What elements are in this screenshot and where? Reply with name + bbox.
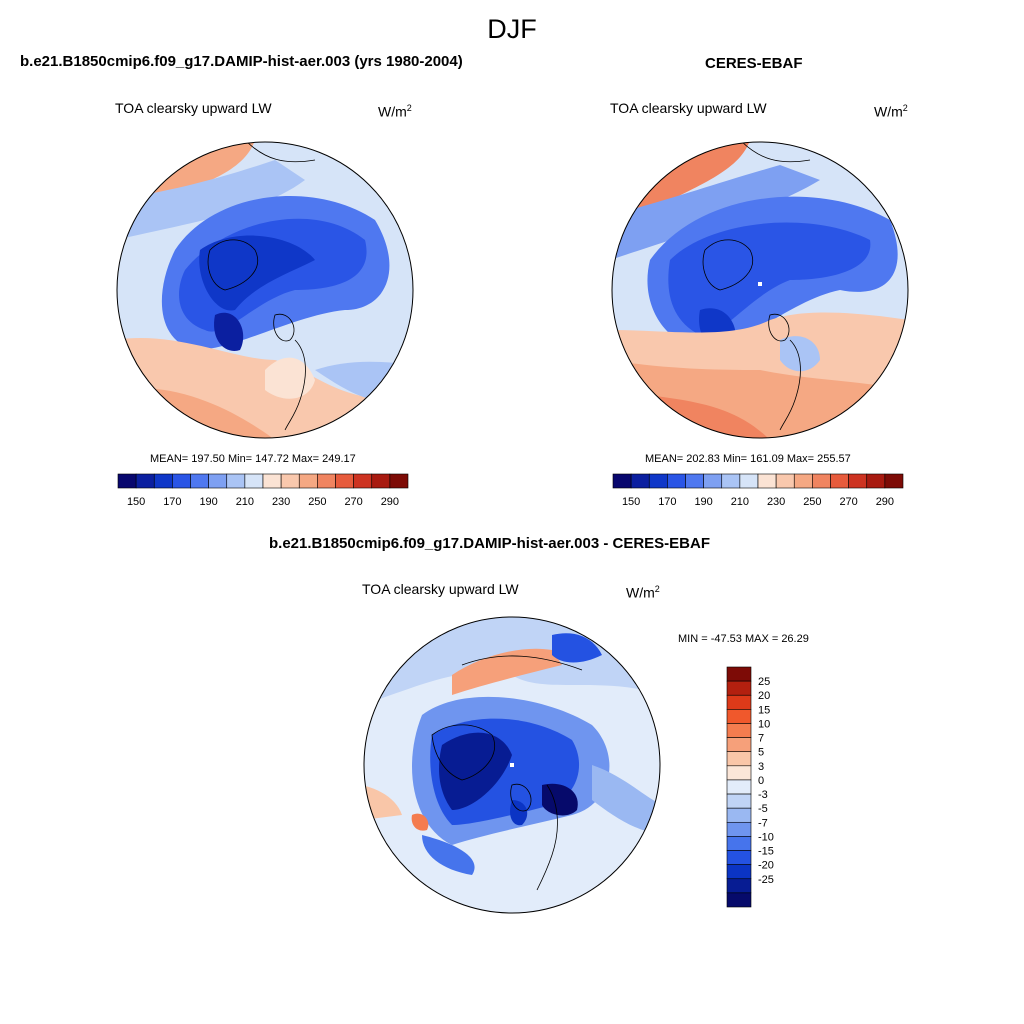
obs-panel-title: CERES-EBAF xyxy=(705,55,803,72)
diff-colorbar-tick-label: -5 xyxy=(758,803,768,815)
diff-colorbar-tick-label: -20 xyxy=(758,860,774,872)
obs-colorbar-swatch xyxy=(812,473,831,489)
model-polar-map xyxy=(116,141,414,439)
diff-colorbar-tick-label: 7 xyxy=(758,733,764,745)
obs-colorbar-tick-label: 170 xyxy=(658,496,676,508)
diff-colorbar-swatch xyxy=(726,850,752,865)
diff-colorbar-swatch xyxy=(726,892,752,908)
diff-colorbar-tick-label: 15 xyxy=(758,704,770,716)
diff-units-label: W/m2 xyxy=(626,584,660,601)
model-colorbar-tick-label: 190 xyxy=(199,496,217,508)
model-colorbar-tick-label: 250 xyxy=(308,496,326,508)
model-colorbar-swatch xyxy=(353,473,373,489)
diff-colorbar-swatch xyxy=(726,807,752,823)
obs-stats: MEAN= 202.83 Min= 161.09 Max= 255.57 xyxy=(645,453,851,465)
obs-colorbar-swatch xyxy=(612,473,632,489)
model-colorbar-swatch xyxy=(371,473,391,489)
obs-polar-map xyxy=(611,141,909,439)
model-colorbar-swatch xyxy=(244,473,264,489)
model-colorbar-swatch xyxy=(317,473,336,489)
obs-colorbar-swatch xyxy=(739,473,759,489)
model-colorbar-tick-label: 230 xyxy=(272,496,290,508)
diff-stats: MIN = -47.53 MAX = 26.29 xyxy=(678,633,809,645)
model-units-label: W/m2 xyxy=(378,103,412,120)
obs-colorbar-swatch xyxy=(648,473,668,489)
model-colorbar-swatch xyxy=(389,473,409,489)
diff-colorbar-swatch xyxy=(726,680,752,696)
diff-colorbar: 25 20 15 10 7 5 3 0 -3 -5 -7 -10 -15 -20 -25 xyxy=(726,666,774,908)
model-colorbar-tick-label: 150 xyxy=(127,496,145,508)
diff-colorbar-swatch xyxy=(726,723,752,738)
diff-colorbar-tick-label: -10 xyxy=(758,831,774,843)
diff-colorbar-swatch xyxy=(726,709,752,724)
diff-colorbar-swatch xyxy=(726,765,752,781)
diff-colorbar-swatch xyxy=(726,864,752,880)
obs-colorbar-swatch xyxy=(667,473,686,489)
obs-colorbar-swatch xyxy=(866,473,886,489)
obs-colorbar-swatch xyxy=(830,473,849,489)
diff-colorbar-tick-label: -7 xyxy=(758,817,768,829)
obs-colorbar-swatch xyxy=(703,473,723,489)
diff-colorbar-tick-label: 0 xyxy=(758,775,764,787)
diff-colorbar-tick-label: -3 xyxy=(758,789,768,801)
diff-colorbar-tick-label: -15 xyxy=(758,846,774,858)
model-stats: MEAN= 197.50 Min= 147.72 Max= 249.17 xyxy=(150,453,356,465)
obs-colorbar-tick-label: 210 xyxy=(731,496,749,508)
obs-colorbar-tick-label: 190 xyxy=(694,496,712,508)
obs-colorbar-swatch xyxy=(884,473,904,489)
obs-colorbar-swatch xyxy=(685,473,704,489)
model-colorbar-swatch xyxy=(117,473,137,489)
obs-colorbar-tick-label: 290 xyxy=(876,496,894,508)
obs-colorbar: 150 170 190 210 230 250 270 290 xyxy=(612,473,904,508)
diff-colorbar-swatch xyxy=(726,793,752,809)
diff-colorbar-swatch xyxy=(726,751,752,767)
model-colorbar-swatch xyxy=(135,473,155,489)
model-colorbar-swatch xyxy=(298,473,318,489)
obs-colorbar-swatch xyxy=(757,473,777,489)
obs-colorbar-tick-label: 230 xyxy=(767,496,785,508)
diff-colorbar-swatch xyxy=(726,694,752,710)
obs-colorbar-swatch xyxy=(848,473,868,489)
model-colorbar: 150 170 190 210 230 250 270 290 xyxy=(117,473,409,508)
model-colorbar-tick-label: 170 xyxy=(163,496,181,508)
diff-colorbar-tick-label: 10 xyxy=(758,718,770,730)
diff-colorbar-swatch xyxy=(726,737,752,753)
obs-colorbar-swatch xyxy=(793,473,813,489)
model-panel-title: b.e21.B1850cmip6.f09_g17.DAMIP-hist-aer.… xyxy=(20,53,463,70)
diff-polar-map xyxy=(363,616,661,914)
obs-units-label: W/m2 xyxy=(874,103,908,120)
model-colorbar-tick-label: 270 xyxy=(344,496,362,508)
obs-colorbar-tick-label: 250 xyxy=(803,496,821,508)
diff-colorbar-swatch xyxy=(726,666,752,682)
model-colorbar-swatch xyxy=(280,473,300,489)
model-colorbar-tick-label: 210 xyxy=(236,496,254,508)
diff-panel-title: b.e21.B1850cmip6.f09_g17.DAMIP-hist-aer.… xyxy=(269,535,710,552)
model-colorbar-tick-label: 290 xyxy=(381,496,399,508)
obs-colorbar-swatch xyxy=(630,473,650,489)
obs-variable-label: TOA clearsky upward LW xyxy=(610,100,767,116)
obs-colorbar-tick-label: 150 xyxy=(622,496,640,508)
model-colorbar-swatch xyxy=(172,473,191,489)
diff-colorbar-swatch xyxy=(726,878,752,894)
diff-colorbar-tick-label: 3 xyxy=(758,761,764,773)
figure-title: DJF xyxy=(487,14,537,44)
diff-colorbar-tick-label: 5 xyxy=(758,747,764,759)
model-colorbar-swatch xyxy=(335,473,354,489)
model-variable-label: TOA clearsky upward LW xyxy=(115,100,272,116)
obs-colorbar-swatch xyxy=(721,473,741,489)
obs-colorbar-tick-label: 270 xyxy=(839,496,857,508)
diff-colorbar-tick-label: 25 xyxy=(758,676,770,688)
diff-colorbar-swatch xyxy=(726,821,752,837)
diff-colorbar-swatch xyxy=(726,779,752,795)
diff-variable-label: TOA clearsky upward LW xyxy=(362,581,519,597)
model-colorbar-swatch xyxy=(262,473,282,489)
model-colorbar-swatch xyxy=(208,473,228,489)
obs-colorbar-swatch xyxy=(775,473,795,489)
model-colorbar-swatch xyxy=(226,473,246,489)
model-colorbar-swatch xyxy=(153,473,173,489)
diff-colorbar-tick-label: 20 xyxy=(758,690,770,702)
diff-colorbar-tick-label: -25 xyxy=(758,874,774,886)
model-colorbar-swatch xyxy=(190,473,209,489)
diff-colorbar-swatch xyxy=(726,836,752,851)
